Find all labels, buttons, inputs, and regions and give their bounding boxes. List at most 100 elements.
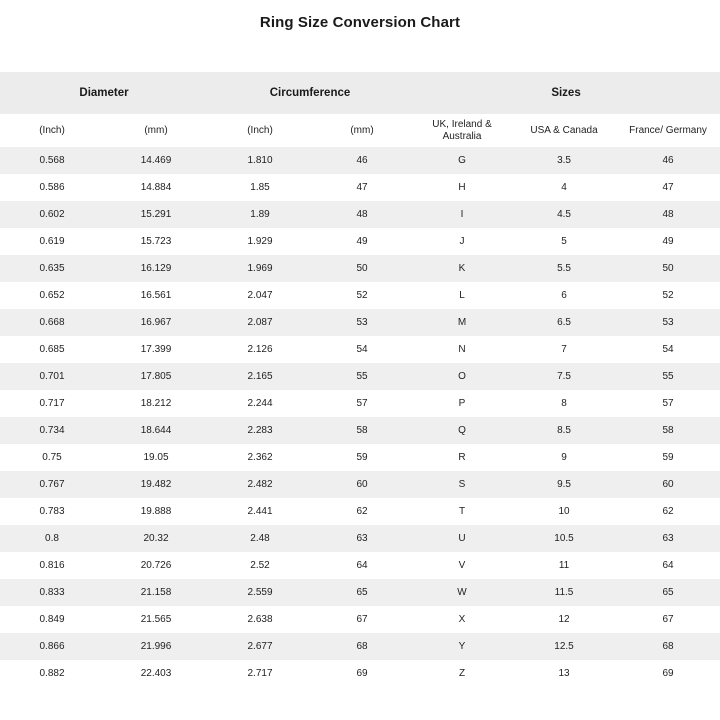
cell-8-6: 55 bbox=[616, 363, 720, 390]
cell-15-5: 11 bbox=[512, 552, 617, 579]
cell-7-0: 0.685 bbox=[0, 336, 104, 363]
cell-18-3: 68 bbox=[312, 633, 413, 660]
cell-8-0: 0.701 bbox=[0, 363, 104, 390]
cell-10-5: 8.5 bbox=[512, 417, 617, 444]
cell-14-4: U bbox=[412, 525, 513, 552]
cell-9-1: 18.212 bbox=[104, 390, 208, 417]
table-row: 0.652 16.561 2.047 52 L 6 52 bbox=[0, 282, 720, 309]
cell-0-0: 0.568 bbox=[0, 147, 104, 174]
table-row: 0.586 14.884 1.85 47 H 4 47 bbox=[0, 174, 720, 201]
cell-19-2: 2.717 bbox=[208, 660, 312, 687]
cell-16-6: 65 bbox=[616, 579, 720, 606]
cell-1-3: 47 bbox=[312, 174, 413, 201]
cell-14-6: 63 bbox=[616, 525, 720, 552]
cell-5-5: 6 bbox=[512, 282, 617, 309]
table-row: 0.685 17.399 2.126 54 N 7 54 bbox=[0, 336, 720, 363]
cell-1-5: 4 bbox=[512, 174, 617, 201]
cell-17-5: 12 bbox=[512, 606, 617, 633]
cell-19-5: 13 bbox=[512, 660, 617, 687]
cell-14-1: 20.32 bbox=[104, 525, 208, 552]
cell-4-5: 5.5 bbox=[512, 255, 617, 282]
table-row: 0.734 18.644 2.283 58 Q 8.5 58 bbox=[0, 417, 720, 444]
cell-4-4: K bbox=[412, 255, 513, 282]
cell-14-5: 10.5 bbox=[512, 525, 617, 552]
cell-0-5: 3.5 bbox=[512, 147, 617, 174]
cell-17-6: 67 bbox=[616, 606, 720, 633]
cell-9-3: 57 bbox=[312, 390, 413, 417]
cell-13-4: T bbox=[412, 498, 513, 525]
cell-6-6: 53 bbox=[616, 309, 720, 336]
cell-2-6: 48 bbox=[616, 201, 720, 228]
cell-1-1: 14.884 bbox=[104, 174, 208, 201]
cell-2-2: 1.89 bbox=[208, 201, 312, 228]
cell-3-5: 5 bbox=[512, 228, 617, 255]
cell-12-1: 19.482 bbox=[104, 471, 208, 498]
cell-3-2: 1.929 bbox=[208, 228, 312, 255]
cell-18-1: 21.996 bbox=[104, 633, 208, 660]
cell-7-1: 17.399 bbox=[104, 336, 208, 363]
cell-3-6: 49 bbox=[616, 228, 720, 255]
table-row: 0.568 14.469 1.810 46 G 3.5 46 bbox=[0, 147, 720, 174]
table-row: 0.717 18.212 2.244 57 P 8 57 bbox=[0, 390, 720, 417]
cell-17-1: 21.565 bbox=[104, 606, 208, 633]
cell-1-6: 47 bbox=[616, 174, 720, 201]
table-row: 0.668 16.967 2.087 53 M 6.5 53 bbox=[0, 309, 720, 336]
cell-8-1: 17.805 bbox=[104, 363, 208, 390]
table-row: 0.816 20.726 2.52 64 V 11 64 bbox=[0, 552, 720, 579]
table-row: 0.75 19.05 2.362 59 R 9 59 bbox=[0, 444, 720, 471]
table-row: 0.833 21.158 2.559 65 W 11.5 65 bbox=[0, 579, 720, 606]
cell-16-0: 0.833 bbox=[0, 579, 104, 606]
cell-10-1: 18.644 bbox=[104, 417, 208, 444]
cell-16-4: W bbox=[412, 579, 513, 606]
cell-0-3: 46 bbox=[312, 147, 413, 174]
cell-1-2: 1.85 bbox=[208, 174, 312, 201]
cell-18-6: 68 bbox=[616, 633, 720, 660]
cell-12-2: 2.482 bbox=[208, 471, 312, 498]
cell-17-3: 67 bbox=[312, 606, 413, 633]
cell-4-3: 50 bbox=[312, 255, 413, 282]
cell-17-2: 2.638 bbox=[208, 606, 312, 633]
cell-16-2: 2.559 bbox=[208, 579, 312, 606]
cell-9-5: 8 bbox=[512, 390, 617, 417]
cell-5-2: 2.047 bbox=[208, 282, 312, 309]
cell-6-4: M bbox=[412, 309, 513, 336]
cell-18-4: Y bbox=[412, 633, 513, 660]
cell-16-3: 65 bbox=[312, 579, 413, 606]
cell-11-0: 0.75 bbox=[0, 444, 104, 471]
cell-12-3: 60 bbox=[312, 471, 413, 498]
table-row: 0.849 21.565 2.638 67 X 12 67 bbox=[0, 606, 720, 633]
cell-18-2: 2.677 bbox=[208, 633, 312, 660]
cell-5-6: 52 bbox=[616, 282, 720, 309]
cell-15-6: 64 bbox=[616, 552, 720, 579]
cell-11-3: 59 bbox=[312, 444, 413, 471]
cell-11-2: 2.362 bbox=[208, 444, 312, 471]
table-header: Diameter Circumference Sizes (Inch) (mm) (In… bbox=[0, 72, 720, 147]
column-header-6: France/ Germany bbox=[616, 114, 720, 147]
cell-13-2: 2.441 bbox=[208, 498, 312, 525]
cell-13-6: 62 bbox=[616, 498, 720, 525]
cell-1-4: H bbox=[412, 174, 513, 201]
cell-5-0: 0.652 bbox=[0, 282, 104, 309]
column-header-3: (mm) bbox=[312, 114, 413, 147]
cell-13-5: 10 bbox=[512, 498, 617, 525]
cell-19-0: 0.882 bbox=[0, 660, 104, 687]
cell-6-2: 2.087 bbox=[208, 309, 312, 336]
cell-17-4: X bbox=[412, 606, 513, 633]
cell-8-2: 2.165 bbox=[208, 363, 312, 390]
cell-12-0: 0.767 bbox=[0, 471, 104, 498]
cell-9-4: P bbox=[412, 390, 513, 417]
table-body: 0.568 14.469 1.810 46 G 3.5 46 0.586 14.884 1.85 4… bbox=[0, 147, 720, 687]
table-row: 0.866 21.996 2.677 68 Y 12.5 68 bbox=[0, 633, 720, 660]
cell-4-2: 1.969 bbox=[208, 255, 312, 282]
cell-2-1: 15.291 bbox=[104, 201, 208, 228]
cell-16-5: 11.5 bbox=[512, 579, 617, 606]
table-row: 0.767 19.482 2.482 60 S 9.5 60 bbox=[0, 471, 720, 498]
cell-0-2: 1.810 bbox=[208, 147, 312, 174]
cell-9-0: 0.717 bbox=[0, 390, 104, 417]
cell-4-0: 0.635 bbox=[0, 255, 104, 282]
cell-15-0: 0.816 bbox=[0, 552, 104, 579]
cell-5-3: 52 bbox=[312, 282, 413, 309]
cell-14-2: 2.48 bbox=[208, 525, 312, 552]
cell-13-1: 19.888 bbox=[104, 498, 208, 525]
